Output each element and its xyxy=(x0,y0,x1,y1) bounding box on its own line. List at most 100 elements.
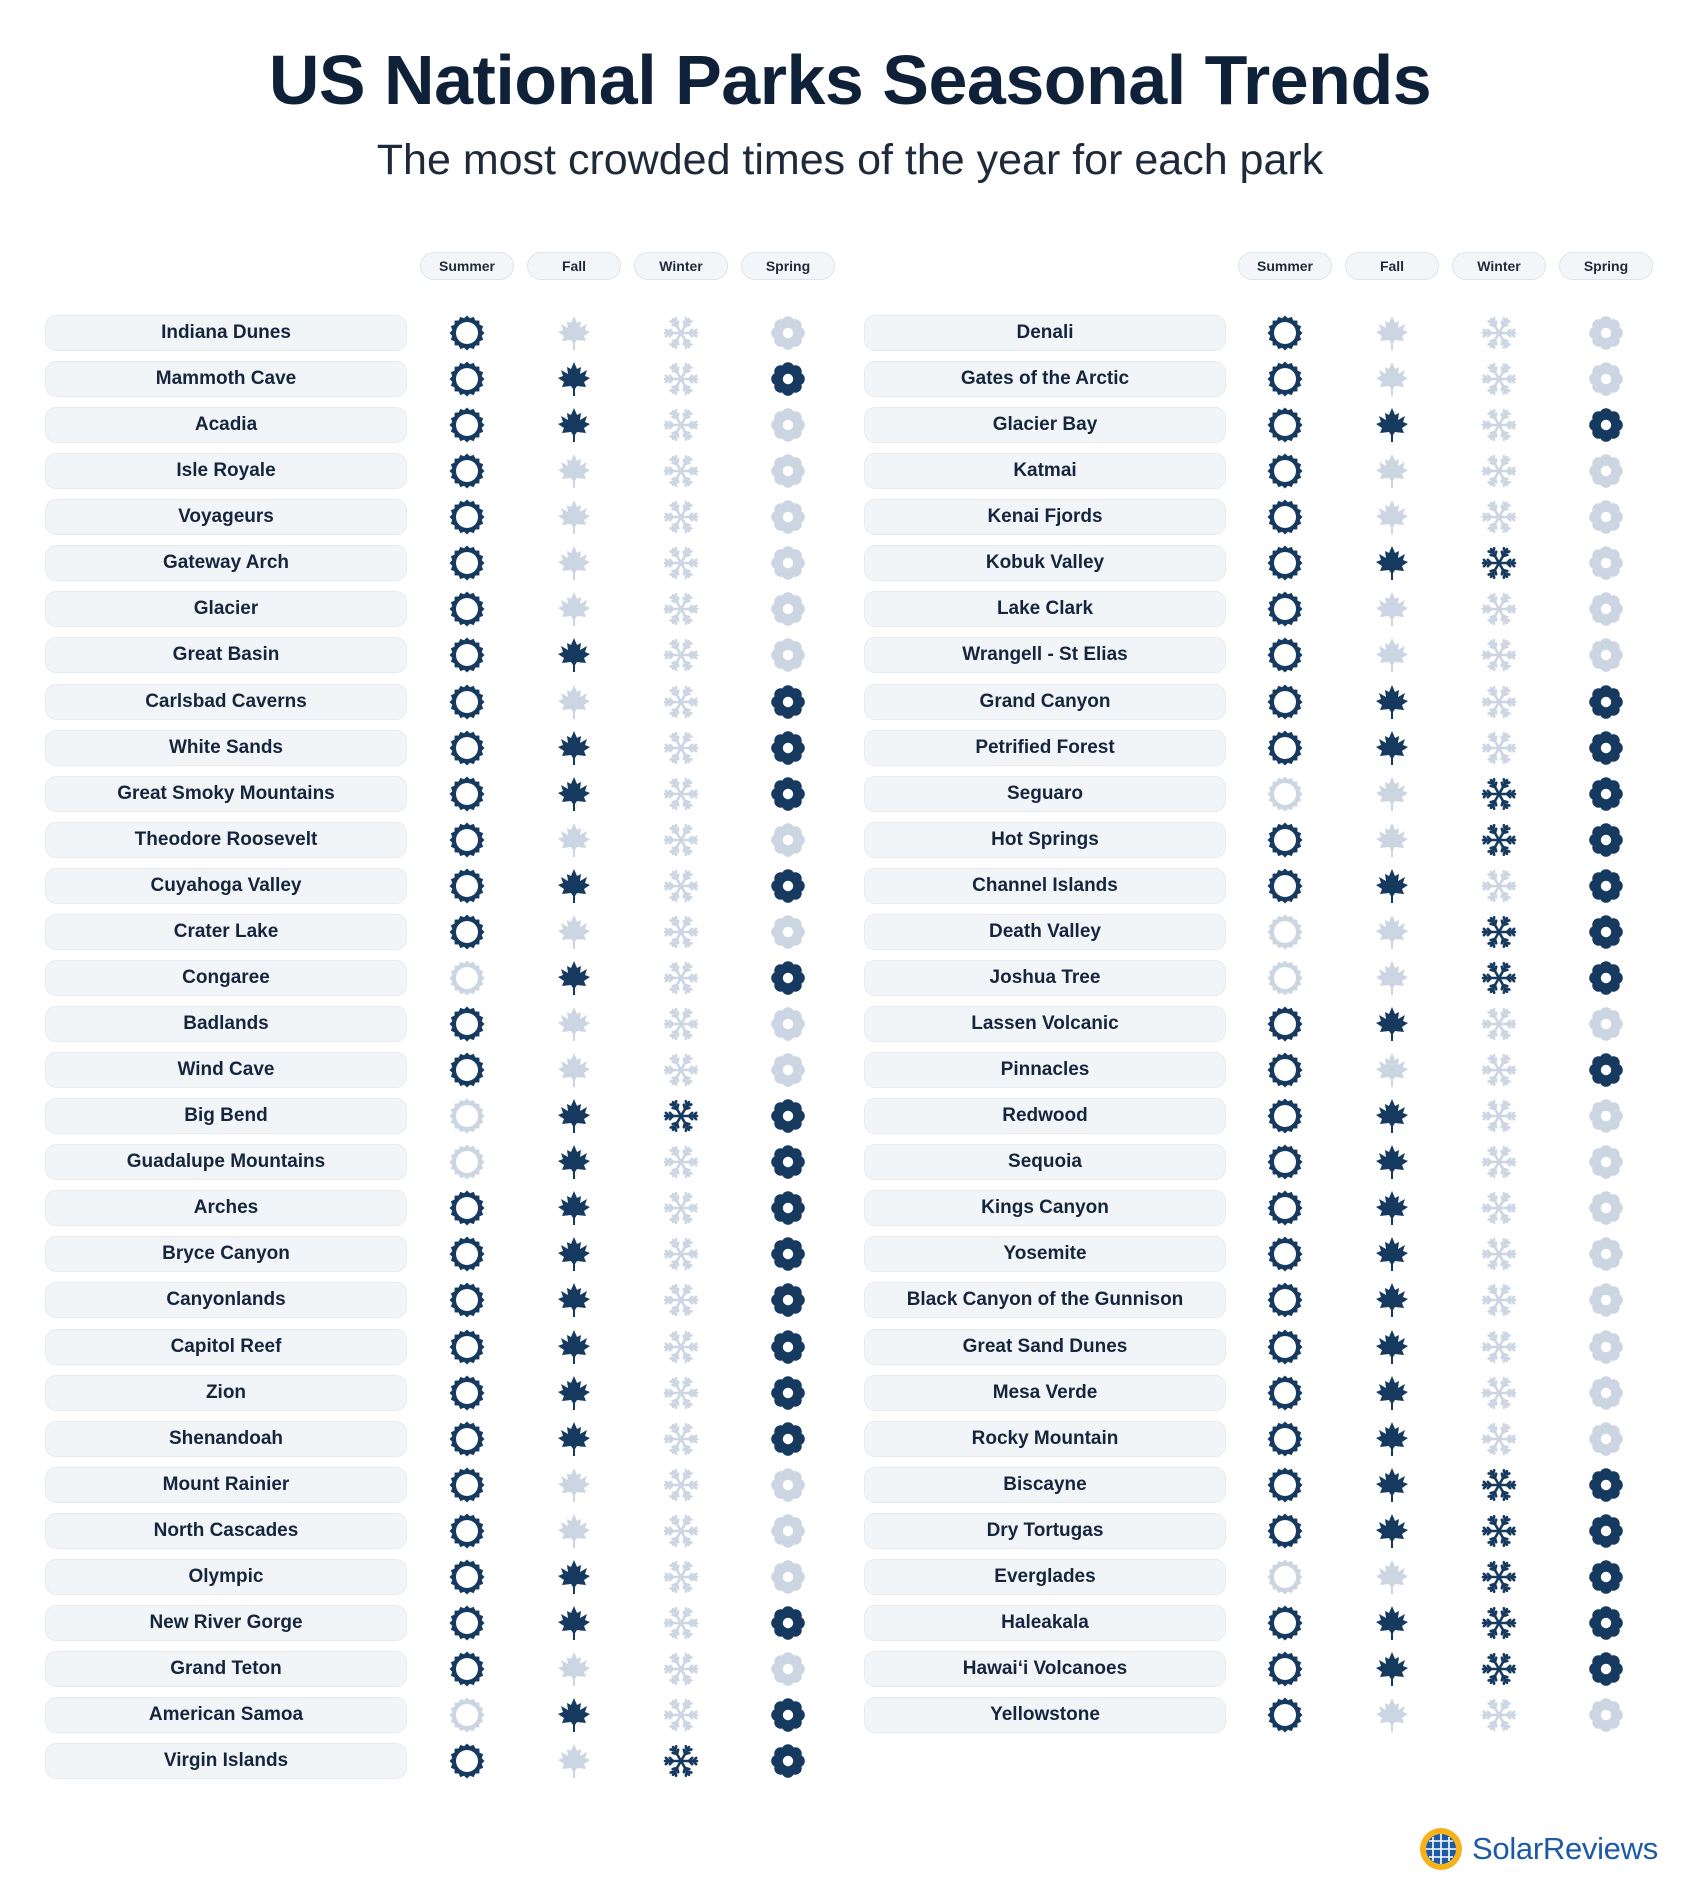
snowflake-icon xyxy=(663,316,699,350)
maple-leaf-icon xyxy=(558,1559,590,1594)
sun-icon xyxy=(449,1697,485,1733)
park-name: Hawai‘i Volcanoes xyxy=(864,1651,1226,1688)
snowflake-icon xyxy=(663,961,699,995)
maple-leaf-icon xyxy=(1376,408,1408,443)
park-name: Mesa Verde xyxy=(864,1374,1226,1411)
park-name: Yellowstone xyxy=(864,1697,1226,1734)
snowflake-icon xyxy=(1481,1376,1517,1409)
maple-leaf-icon xyxy=(1376,1191,1408,1226)
flower-icon xyxy=(1589,316,1623,350)
sun-icon xyxy=(449,1052,485,1088)
maple-leaf-icon xyxy=(1376,1652,1408,1687)
sun-icon xyxy=(1267,776,1303,812)
sun-icon xyxy=(1267,822,1303,858)
snowflake-icon xyxy=(663,455,699,488)
sun-icon xyxy=(1267,1329,1303,1365)
park-name: Denali xyxy=(864,315,1226,351)
flower-icon xyxy=(1589,730,1623,765)
sun-icon xyxy=(449,1098,485,1134)
brand-logo: SolarReviews xyxy=(1418,1826,1658,1872)
flower-icon xyxy=(1589,915,1623,949)
maple-leaf-icon xyxy=(558,1053,590,1088)
park-name: Haleakala xyxy=(864,1604,1226,1641)
flower-icon xyxy=(1589,1191,1623,1226)
snowflake-icon xyxy=(663,915,699,948)
maple-leaf-icon xyxy=(1376,1421,1408,1456)
flower-icon xyxy=(1589,1467,1623,1502)
maple-leaf-icon xyxy=(558,546,590,581)
snowflake-icon xyxy=(1481,1422,1517,1455)
flower-icon xyxy=(1589,362,1623,396)
sun-icon xyxy=(449,315,485,351)
flower-icon xyxy=(771,1099,805,1133)
maple-leaf-icon xyxy=(1376,1467,1408,1502)
maple-leaf-icon xyxy=(558,1099,590,1134)
snowflake-icon xyxy=(663,1192,699,1225)
flower-icon xyxy=(771,1283,805,1318)
flower-icon xyxy=(771,1744,805,1778)
maple-leaf-icon xyxy=(558,1421,590,1456)
maple-leaf-icon xyxy=(558,914,590,949)
snowflake-icon xyxy=(1481,1699,1517,1732)
park-name: Yosemite xyxy=(864,1236,1226,1273)
park-name: Olympic xyxy=(45,1558,407,1595)
snowflake-icon xyxy=(663,1606,699,1639)
flower-icon xyxy=(1589,1652,1623,1686)
flower-icon xyxy=(771,1652,805,1686)
park-name: Glacier Bay xyxy=(864,407,1226,444)
flower-icon xyxy=(1589,1606,1623,1640)
park-name: Mount Rainier xyxy=(45,1466,407,1503)
flower-icon xyxy=(1589,408,1623,442)
sun-icon xyxy=(1267,1559,1303,1595)
maple-leaf-icon xyxy=(1376,1099,1408,1134)
flower-icon xyxy=(1589,1698,1623,1732)
snowflake-icon xyxy=(663,1652,699,1686)
maple-leaf-icon xyxy=(558,1375,590,1410)
sun-icon xyxy=(449,1144,485,1180)
sun-icon xyxy=(1267,453,1303,489)
sun-icon xyxy=(449,1559,485,1595)
park-name: Pinnacles xyxy=(864,1052,1226,1089)
column-header-winter: Winter xyxy=(1452,252,1546,280)
snowflake-icon xyxy=(663,1054,699,1087)
sun-icon xyxy=(1267,1421,1303,1457)
park-name: Wind Cave xyxy=(45,1052,407,1089)
sun-icon xyxy=(449,637,485,673)
maple-leaf-icon xyxy=(558,408,590,443)
column-header-summer: Summer xyxy=(1238,252,1332,280)
flower-icon xyxy=(1589,1375,1623,1410)
maple-leaf-icon xyxy=(1376,1513,1408,1548)
flower-icon xyxy=(771,1606,805,1640)
snowflake-icon xyxy=(1481,593,1517,626)
snowflake-icon xyxy=(1481,1468,1517,1501)
column-header-summer: Summer xyxy=(420,252,514,280)
sun-icon xyxy=(449,591,485,627)
maple-leaf-icon xyxy=(558,1329,590,1364)
flower-icon xyxy=(1589,1145,1623,1180)
flower-icon xyxy=(771,1514,805,1548)
sun-icon xyxy=(1267,407,1303,443)
sun-icon xyxy=(1267,868,1303,904)
sun-icon xyxy=(1267,1236,1303,1272)
flower-icon xyxy=(1589,869,1623,903)
sun-icon xyxy=(449,1282,485,1318)
snowflake-icon xyxy=(663,1238,699,1271)
maple-leaf-icon xyxy=(1376,638,1408,673)
flower-icon xyxy=(771,316,805,350)
sun-icon xyxy=(449,1006,485,1042)
park-name: Great Sand Dunes xyxy=(864,1328,1226,1365)
snowflake-icon xyxy=(1481,1560,1517,1593)
flower-icon xyxy=(771,546,805,581)
park-name: Death Valley xyxy=(864,913,1226,950)
maple-leaf-icon xyxy=(558,776,590,811)
snowflake-icon xyxy=(1481,1514,1517,1547)
snowflake-icon xyxy=(1481,501,1517,534)
park-name: Virgin Islands xyxy=(45,1743,407,1780)
park-name: Kobuk Valley xyxy=(864,545,1226,582)
park-name: Indiana Dunes xyxy=(45,315,407,351)
park-name: Channel Islands xyxy=(864,867,1226,904)
maple-leaf-icon xyxy=(1376,1007,1408,1042)
flower-icon xyxy=(771,1007,805,1041)
maple-leaf-icon xyxy=(558,1007,590,1042)
snowflake-icon xyxy=(663,777,699,810)
